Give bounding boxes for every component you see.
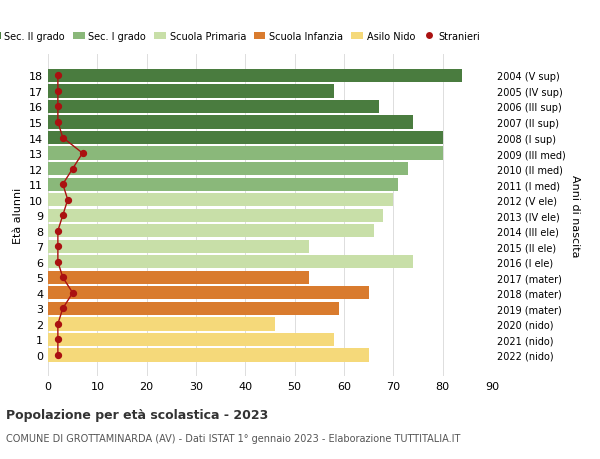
- Bar: [48, 85, 334, 98]
- Bar: [48, 302, 339, 315]
- Point: [68, 166, 77, 173]
- Bar: [48, 348, 368, 362]
- Bar: [48, 132, 443, 145]
- Bar: [48, 224, 374, 238]
- Legend: Sec. II grado, Sec. I grado, Scuola Primaria, Scuola Infanzia, Asilo Nido, Stran: Sec. II grado, Sec. I grado, Scuola Prim…: [0, 28, 484, 45]
- Text: Popolazione per età scolastica - 2023: Popolazione per età scolastica - 2023: [6, 408, 268, 421]
- Point: [58, 274, 68, 281]
- Bar: [48, 178, 398, 191]
- Bar: [48, 147, 443, 160]
- Bar: [48, 333, 334, 346]
- Bar: [48, 70, 463, 83]
- Point: [53, 258, 62, 266]
- Bar: [48, 162, 408, 176]
- Point: [53, 119, 62, 126]
- Bar: [48, 101, 379, 114]
- Y-axis label: Età alunni: Età alunni: [13, 188, 23, 244]
- Point: [53, 352, 62, 359]
- Point: [63, 196, 73, 204]
- Bar: [48, 240, 310, 253]
- Point: [53, 73, 62, 80]
- Bar: [48, 286, 368, 300]
- Bar: [48, 318, 275, 331]
- Point: [53, 104, 62, 111]
- Y-axis label: Anni di nascita: Anni di nascita: [569, 174, 580, 257]
- Bar: [48, 256, 413, 269]
- Point: [53, 228, 62, 235]
- Point: [58, 305, 68, 313]
- Bar: [48, 271, 310, 284]
- Point: [53, 88, 62, 95]
- Point: [53, 243, 62, 251]
- Point: [58, 212, 68, 219]
- Bar: [48, 194, 394, 207]
- Point: [58, 134, 68, 142]
- Text: COMUNE DI GROTTAMINARDA (AV) - Dati ISTAT 1° gennaio 2023 - Elaborazione TUTTITA: COMUNE DI GROTTAMINARDA (AV) - Dati ISTA…: [6, 433, 460, 442]
- Point: [53, 320, 62, 328]
- Point: [53, 336, 62, 343]
- Point: [78, 150, 88, 157]
- Bar: [48, 209, 383, 222]
- Point: [68, 290, 77, 297]
- Point: [58, 181, 68, 188]
- Bar: [48, 116, 413, 129]
